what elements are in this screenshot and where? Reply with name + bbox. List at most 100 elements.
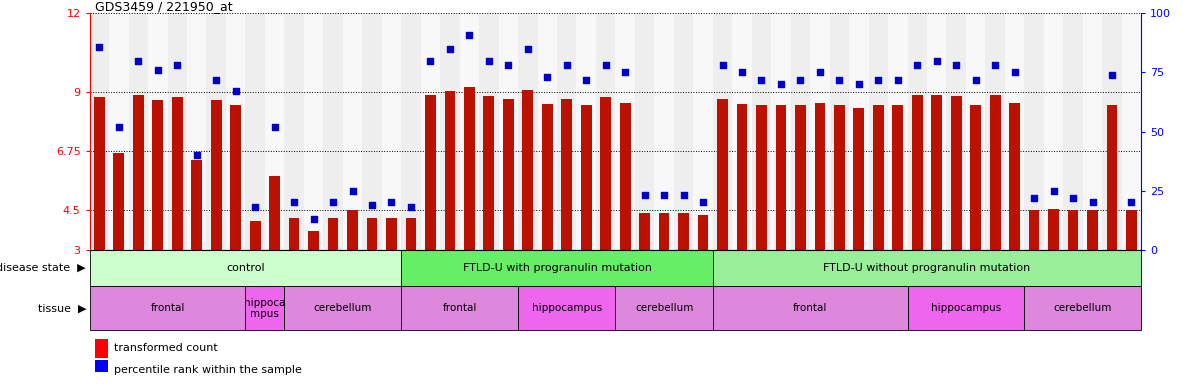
Point xyxy=(519,46,538,52)
Bar xyxy=(386,218,397,250)
Bar xyxy=(693,13,712,250)
Bar xyxy=(284,13,304,250)
Bar xyxy=(109,13,129,250)
Point xyxy=(927,58,946,64)
Bar xyxy=(1107,105,1117,250)
Bar xyxy=(425,95,436,250)
Bar xyxy=(712,286,907,330)
Bar xyxy=(986,13,1005,250)
Point xyxy=(869,76,888,83)
Point xyxy=(304,216,323,222)
Point xyxy=(382,199,402,205)
Bar xyxy=(210,100,221,250)
Bar xyxy=(869,13,888,250)
Bar xyxy=(522,89,533,250)
Bar xyxy=(829,13,850,250)
Bar xyxy=(756,105,767,250)
Bar xyxy=(1010,103,1021,250)
Bar xyxy=(405,218,416,250)
Bar xyxy=(245,13,265,250)
Point xyxy=(129,58,148,64)
Text: frontal: frontal xyxy=(151,303,185,313)
Bar xyxy=(1087,210,1098,250)
Bar xyxy=(367,218,378,250)
Bar xyxy=(1029,210,1040,250)
Bar xyxy=(1044,13,1064,250)
Bar xyxy=(658,213,669,250)
Bar xyxy=(1005,13,1024,250)
Point xyxy=(1024,195,1043,201)
Bar xyxy=(888,13,907,250)
Bar xyxy=(679,213,690,250)
Point xyxy=(850,81,869,88)
Bar xyxy=(186,13,207,250)
Bar xyxy=(284,286,402,330)
Bar xyxy=(440,13,460,250)
Bar xyxy=(402,13,421,250)
Bar xyxy=(931,95,942,250)
Point xyxy=(246,204,265,210)
Text: disease state  ▶: disease state ▶ xyxy=(0,263,86,273)
Bar xyxy=(541,104,552,250)
Bar xyxy=(421,13,440,250)
Point xyxy=(167,62,186,68)
Bar xyxy=(90,286,245,330)
Bar xyxy=(635,13,655,250)
Point xyxy=(615,70,635,76)
Bar xyxy=(445,91,455,250)
Bar xyxy=(874,105,883,250)
Bar xyxy=(90,250,402,286)
Point xyxy=(421,58,440,64)
Point xyxy=(772,81,791,88)
Bar xyxy=(343,13,362,250)
Bar xyxy=(736,104,747,250)
Point xyxy=(791,76,810,83)
Bar xyxy=(655,13,674,250)
Bar xyxy=(464,87,474,250)
Bar xyxy=(207,13,226,250)
Bar xyxy=(133,95,143,250)
Point xyxy=(829,76,848,83)
Bar xyxy=(114,152,124,250)
Bar xyxy=(639,213,650,250)
Bar xyxy=(970,105,981,250)
Point xyxy=(498,62,517,68)
Point xyxy=(713,62,733,68)
Bar xyxy=(815,103,826,250)
Point xyxy=(188,152,207,158)
Bar xyxy=(381,13,402,250)
Point xyxy=(1122,199,1141,205)
Bar xyxy=(519,13,538,250)
Bar xyxy=(484,96,495,250)
Bar xyxy=(289,218,300,250)
Point xyxy=(284,199,304,205)
Point xyxy=(557,62,576,68)
Text: control: control xyxy=(226,263,265,273)
Bar xyxy=(226,13,245,250)
Point xyxy=(440,46,459,52)
Bar xyxy=(402,286,519,330)
Bar xyxy=(712,250,1141,286)
Bar xyxy=(265,13,284,250)
Bar xyxy=(479,13,498,250)
Point xyxy=(966,76,985,83)
Bar xyxy=(850,13,869,250)
Point xyxy=(888,76,907,83)
Point xyxy=(1005,70,1024,76)
Bar xyxy=(1024,286,1141,330)
Point xyxy=(324,199,343,205)
Bar xyxy=(269,176,280,250)
Bar xyxy=(1126,210,1136,250)
Bar xyxy=(581,105,592,250)
Text: hippocampus: hippocampus xyxy=(532,303,602,313)
Bar xyxy=(596,13,615,250)
Bar xyxy=(853,108,864,250)
Point xyxy=(1064,195,1083,201)
Bar xyxy=(148,13,167,250)
Bar xyxy=(712,13,733,250)
Bar xyxy=(304,13,324,250)
Bar xyxy=(191,161,202,250)
Bar xyxy=(402,250,712,286)
Point xyxy=(596,62,615,68)
Bar xyxy=(989,95,1000,250)
